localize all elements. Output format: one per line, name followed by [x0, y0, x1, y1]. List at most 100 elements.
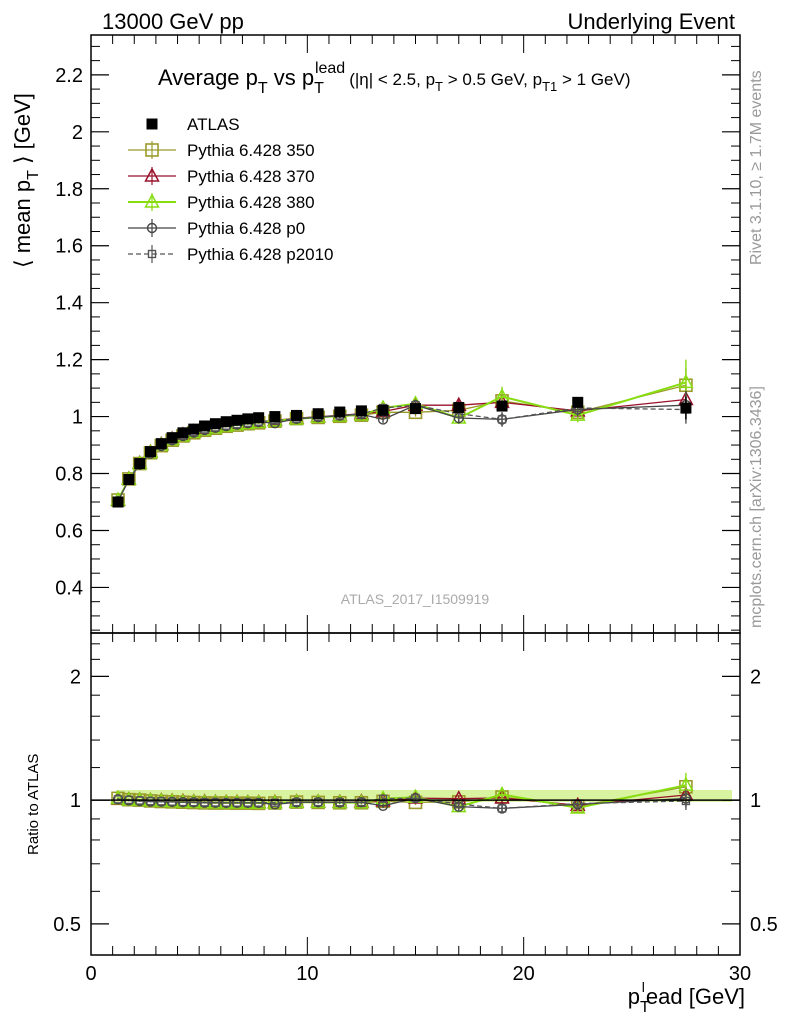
series-line — [117, 404, 686, 502]
legend-item: Pythia 6.428 380 — [128, 193, 315, 212]
ratio-point — [356, 797, 367, 808]
ratio-y-tick-label: 1 — [70, 790, 81, 812]
ratio-data — [91, 772, 740, 814]
data-point — [377, 404, 389, 416]
y-tick-label: 1.8 — [55, 179, 83, 201]
analysis-watermark: ATLAS_2017_I1509919 — [341, 591, 490, 607]
data-point — [572, 396, 584, 408]
data-point — [199, 420, 211, 432]
data-point — [453, 401, 465, 413]
data-point — [112, 496, 124, 508]
legend-label: Pythia 6.428 370 — [187, 167, 315, 186]
data-point — [680, 402, 692, 414]
legend-marker — [145, 143, 159, 157]
series-pythia-6-428-370 — [110, 385, 694, 507]
ratio-point — [243, 798, 253, 807]
legend-marker — [146, 222, 158, 234]
ratio-y-tick-label-right: 2 — [750, 666, 761, 688]
legend-item: Pythia 6.428 370 — [128, 167, 315, 186]
ratio-point — [494, 789, 510, 804]
data-point — [334, 406, 346, 418]
legend-item: ATLAS — [146, 115, 240, 134]
series-atlas — [112, 396, 692, 508]
plot-title: Average pT vs pTlead(|η| < 2.5, pT > 0.5… — [158, 60, 631, 97]
ratio-point — [200, 798, 209, 807]
ratio-y-axis-label: Ratio to ATLAS — [25, 754, 42, 855]
header-collision: 13000 GeV pp — [102, 9, 244, 34]
data-point — [355, 405, 367, 417]
data-point — [253, 412, 265, 424]
ratio-point — [242, 797, 254, 809]
y-tick-label: 0.6 — [55, 520, 83, 542]
x-tick-label: 10 — [296, 963, 318, 985]
y-tick-label: 1.4 — [55, 293, 83, 315]
data-point — [497, 415, 507, 424]
ratio-point — [270, 798, 280, 807]
series-line — [117, 398, 686, 501]
y-tick-label: 1 — [72, 407, 83, 429]
legend-item: Pythia 6.428 350 — [128, 141, 315, 160]
ratio-point — [497, 804, 507, 813]
main-panel: 0.4 0.6 0.8 1 1.2 1.4 1.6 1.8 2 2.2 Average pT vs… — [10, 34, 741, 634]
ratio-point — [313, 797, 323, 807]
ratio-point — [232, 798, 242, 807]
data-point — [496, 400, 508, 412]
data-point — [166, 432, 178, 444]
data-point — [312, 408, 324, 420]
y-tick-label: 2 — [72, 122, 83, 144]
data-point — [123, 474, 135, 486]
ratio-y-tick-label: 0.5 — [53, 914, 81, 936]
main-ticks: 0.4 0.6 0.8 1 1.2 1.4 1.6 1.8 2 2.2 — [55, 35, 741, 633]
ratio-point — [292, 797, 301, 807]
main-y-axis-label: ⟨ mean pT ⟩ [GeV] — [10, 93, 42, 268]
data-point — [209, 418, 221, 430]
ratio-point — [222, 798, 231, 807]
ratio-point — [377, 800, 389, 812]
ratio-y-tick-label: 2 — [70, 666, 81, 688]
ratio-point — [335, 798, 344, 807]
ratio-point — [178, 797, 188, 807]
legend: ATLAS Pythia 6.428 350 Pythia 6.428 370 Pyt… — [128, 115, 334, 264]
legend-marker — [147, 249, 157, 259]
ratio-point — [357, 797, 366, 807]
rivet-label: Rivet 3.1.10, ≥ 1.7M events — [748, 70, 765, 265]
ratio-point — [167, 797, 177, 806]
x-tick-label: 30 — [729, 963, 751, 985]
ratio-point — [410, 792, 421, 804]
x-tick-label: 0 — [85, 963, 96, 985]
legend-item: Pythia 6.428 p0 — [128, 219, 305, 238]
ratio-panel: 0.5 0.51 12 20 10 20 30 Ratio to ATLAS pTlead … — [25, 632, 778, 1016]
ratio-point — [411, 793, 420, 803]
legend-marker — [146, 118, 158, 130]
series-line — [117, 381, 687, 501]
legend-label: Pythia 6.428 380 — [187, 193, 315, 212]
ratio-point — [189, 797, 198, 807]
x-axis-label: pTlead [GeV] — [628, 979, 745, 1016]
data-point — [242, 413, 254, 425]
y-tick-label: 0.8 — [55, 464, 83, 486]
ratio-point — [681, 796, 691, 806]
ratio-point — [378, 794, 388, 803]
y-tick-label: 0.4 — [55, 577, 83, 599]
legend-marker — [144, 193, 160, 208]
legend-label: Pythia 6.428 350 — [187, 141, 315, 160]
y-tick-label: 1.2 — [55, 350, 83, 372]
ratio-point — [291, 797, 302, 808]
data-point — [177, 427, 189, 439]
data-point — [220, 416, 232, 428]
main-data — [110, 359, 694, 508]
data-point — [291, 409, 303, 421]
legend-item: Pythia 6.428 p2010 — [128, 245, 334, 264]
data-point — [155, 438, 167, 450]
ratio-point — [254, 798, 263, 807]
ratio-series-pythia-6-428-p2010 — [113, 792, 691, 813]
series-line — [117, 384, 687, 501]
y-tick-label: 2.2 — [55, 65, 83, 87]
x-tick-label: 20 — [513, 963, 535, 985]
legend-marker — [144, 167, 160, 182]
series-line — [117, 404, 686, 502]
ratio-y-tick-label-right: 0.5 — [750, 914, 778, 936]
data-point — [231, 414, 243, 426]
data-point — [144, 446, 156, 458]
